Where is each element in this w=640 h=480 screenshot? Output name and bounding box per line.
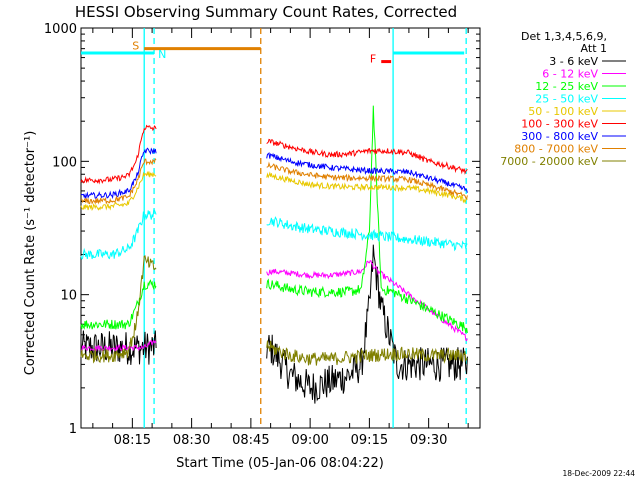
legend-header-line-2: Att 1 — [581, 42, 607, 55]
y-axis-label: Corrected Count Rate (s⁻¹ detector⁻¹) — [23, 131, 38, 376]
series-line — [266, 105, 468, 334]
data-series — [80, 105, 468, 404]
series-line — [266, 340, 468, 366]
series-line — [80, 255, 157, 364]
series-line — [80, 279, 157, 330]
legend-label: 12 - 25 keV — [535, 80, 598, 93]
series-line — [80, 209, 157, 260]
y-tick-label: 1 — [69, 422, 77, 437]
x-tick-label: 09:00 — [291, 433, 328, 448]
x-tick-label: 08:15 — [114, 433, 151, 448]
state-bar-label: S — [132, 40, 139, 53]
x-axis-label: Start Time (05-Jan-06 08:04:22) — [176, 456, 384, 471]
x-tick-label: 09:30 — [410, 433, 447, 448]
legend-label: 50 - 100 keV — [528, 105, 598, 118]
x-tick-label: 09:15 — [351, 433, 388, 448]
series-line — [266, 138, 468, 175]
y-tick-label: 10 — [60, 289, 77, 304]
plot-timestamp: 18-Dec-2009 22:44 — [562, 469, 635, 478]
chart-title: HESSI Observing Summary Count Rates, Cor… — [75, 3, 457, 21]
x-tick-label: 08:45 — [232, 433, 269, 448]
series-line — [266, 152, 468, 193]
legend-label: 7000 - 20000 keV — [500, 155, 598, 168]
legend-label: 100 - 300 keV — [521, 118, 598, 131]
y-tick-label: 100 — [52, 155, 77, 170]
x-tick-label: 08:30 — [173, 433, 210, 448]
series-line — [80, 158, 157, 205]
legend-label: 300 - 800 keV — [521, 130, 598, 143]
series-line — [266, 161, 468, 200]
state-bar-label: F — [370, 53, 376, 66]
legend-label: 25 - 50 keV — [535, 93, 598, 106]
legend-label: 800 - 7000 keV — [514, 143, 598, 156]
legend-label: 3 - 6 keV — [549, 55, 598, 68]
series-line — [266, 216, 468, 252]
series-line — [266, 244, 468, 404]
axes: 1 10 100 1000 08:15 08:30 08:45 09:00 09:15 09:30 — [44, 22, 481, 448]
series-line — [266, 260, 468, 342]
series-line — [80, 170, 157, 211]
vertical-markers — [143, 28, 467, 428]
state-bars: S N F — [81, 40, 465, 66]
series-line — [80, 124, 157, 185]
plot-frame — [80, 27, 481, 429]
legend-label: 6 - 12 keV — [542, 68, 598, 81]
series-line — [266, 171, 468, 204]
y-tick-label: 1000 — [44, 22, 77, 37]
legend-header-line-1: Det 1,3,4,5,6,9, — [521, 30, 607, 43]
series-line — [80, 339, 157, 352]
series-line — [80, 147, 157, 200]
state-bar-label: N — [158, 48, 166, 61]
